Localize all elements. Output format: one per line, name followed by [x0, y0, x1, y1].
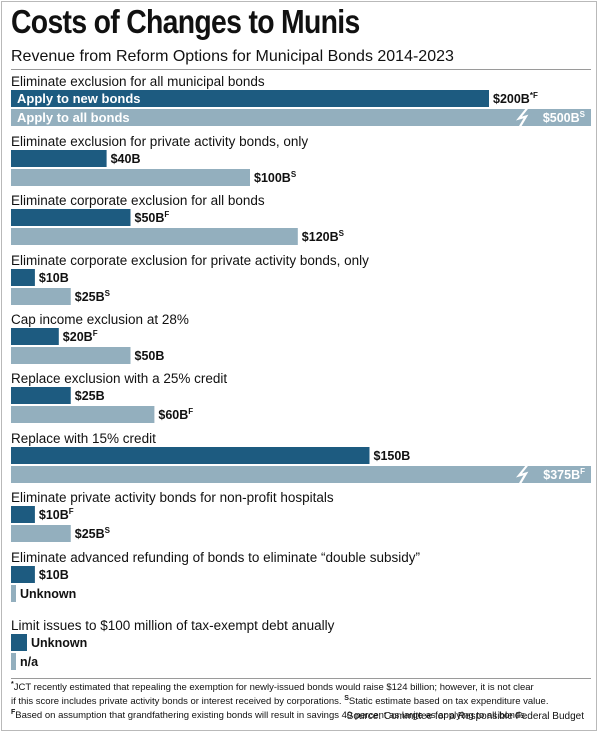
chart-title: Costs of Changes to Munis: [11, 3, 360, 40]
group-8-label: Eliminate private activity bonds for non…: [11, 490, 334, 505]
group-3-label: Eliminate corporate exclusion for all bo…: [11, 193, 265, 208]
group-6-label: Replace exclusion with a 25% credit: [11, 371, 227, 386]
divider-top: [11, 69, 591, 70]
group-6-all-bonds-value: $60BF: [158, 407, 193, 422]
group-1-all-bonds-value: $500BS: [543, 110, 586, 125]
group-4-all-bonds-value: $25BS: [75, 289, 111, 304]
group-2-all-bonds-value: $100BS: [254, 170, 297, 185]
legend-all-bonds: Apply to all bonds: [17, 110, 130, 125]
source-credit: Source: Committee for a Responsible Fede…: [346, 711, 584, 722]
footnote-line-2: if this score includes private activity …: [11, 695, 345, 707]
footnote-line-2b: Static estimate based on tax expenditure…: [348, 695, 549, 707]
group-9-label: Eliminate advanced refunding of bonds to…: [11, 550, 420, 565]
group-10-all-bonds-value: n/a: [20, 655, 39, 669]
group-7-all-bonds-bar: [11, 466, 591, 483]
footnotes: *JCT recently estimated that repealing t…: [11, 680, 593, 721]
group-7-all-bonds-value: $375BF: [543, 467, 585, 482]
group-6-all-bonds-bar: [11, 406, 155, 423]
group-9-new-bonds-value: $10B: [39, 568, 69, 582]
group-4-all-bonds-bar: [11, 288, 71, 305]
group-4-new-bonds-bar: [11, 269, 35, 286]
group-10-new-bonds-bar: [11, 634, 27, 651]
footnote-line-1: JCT recently estimated that repealing th…: [13, 682, 534, 694]
group-3-all-bonds-value: $120BS: [302, 229, 345, 244]
group-8-new-bonds-value: $10BF: [39, 507, 74, 522]
footnote-grandfather: FBased on assumption that grandfathering…: [11, 708, 593, 722]
group-8-new-bonds-bar: [11, 506, 35, 523]
footnote-static: if this score includes private activity …: [11, 694, 593, 708]
group-6-new-bonds-bar: [11, 387, 71, 404]
group-8-all-bonds-value: $25BS: [75, 526, 111, 541]
group-1-all-break-icon: [515, 107, 529, 128]
group-9-all-bonds-bar: [11, 585, 16, 602]
group-1-new-bonds-value: $200B*F: [493, 91, 538, 106]
group-7-all-break-icon: [515, 464, 529, 485]
group-9-all-bonds-value: Unknown: [20, 587, 76, 601]
group-2-new-bonds-value: $40B: [111, 152, 141, 166]
group-7-label: Replace with 15% credit: [11, 431, 156, 446]
group-7-new-bonds-value: $150B: [374, 449, 411, 463]
footnote-mark-star: *: [11, 681, 14, 688]
group-2-label: Eliminate exclusion for private activity…: [11, 134, 308, 149]
group-5-all-bonds-bar: [11, 347, 131, 364]
group-5-all-bonds-value: $50B: [135, 349, 165, 363]
group-10-new-bonds-value: Unknown: [31, 636, 87, 650]
group-10-label: Limit issues to $100 million of tax-exem…: [11, 618, 335, 633]
footnote-mark-s: S: [344, 694, 349, 702]
group-2-all-bonds-bar: [11, 169, 250, 186]
legend-new-bonds: Apply to new bonds: [17, 91, 141, 106]
footnote-mark-f: F: [11, 708, 16, 716]
group-5-new-bonds-value: $20BF: [63, 329, 98, 344]
divider-bottom: [11, 678, 591, 679]
group-5-new-bonds-bar: [11, 328, 59, 345]
group-6-new-bonds-value: $25B: [75, 389, 105, 403]
group-7-new-bonds-bar: [11, 447, 370, 464]
group-5-label: Cap income exclusion at 28%: [11, 312, 189, 327]
group-4-label: Eliminate corporate exclusion for privat…: [11, 253, 369, 268]
group-3-new-bonds-bar: [11, 209, 131, 226]
group-1-all-bonds-bar: [11, 109, 591, 126]
group-2-new-bonds-bar: [11, 150, 107, 167]
group-1-label: Eliminate exclusion for all municipal bo…: [11, 74, 265, 89]
group-1-new-bonds-bar: [11, 90, 489, 107]
chart-subtitle: Revenue from Reform Options for Municipa…: [11, 48, 454, 65]
group-9-new-bonds-bar: [11, 566, 35, 583]
group-3-new-bonds-value: $50BF: [135, 210, 170, 225]
group-8-all-bonds-bar: [11, 525, 71, 542]
footnote-line-3: Based on assumption that grandfathering …: [15, 709, 528, 721]
group-10-all-bonds-bar: [11, 653, 16, 670]
footnote-jct: *JCT recently estimated that repealing t…: [11, 680, 593, 694]
group-4-new-bonds-value: $10B: [39, 271, 69, 285]
group-3-all-bonds-bar: [11, 228, 298, 245]
